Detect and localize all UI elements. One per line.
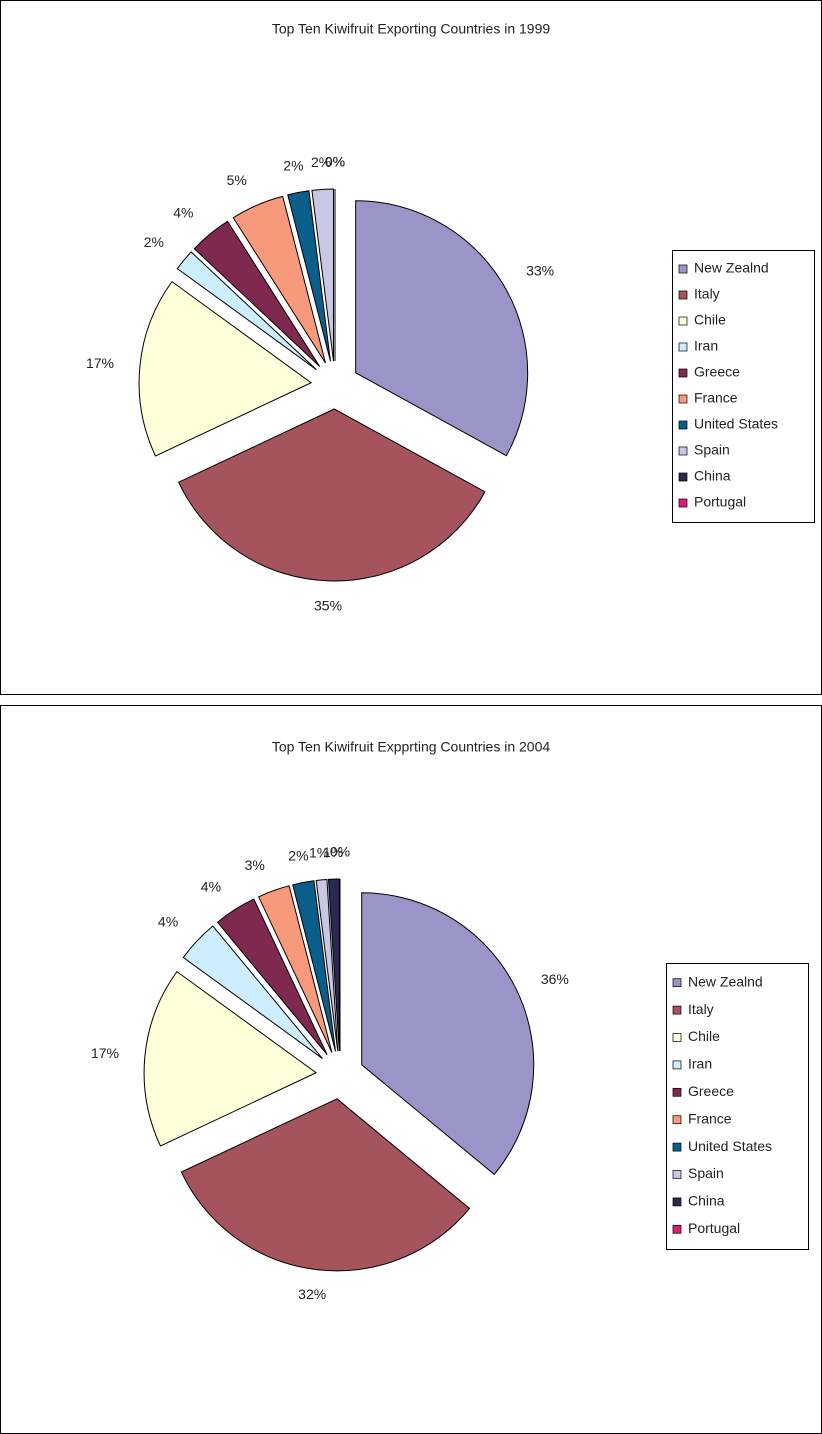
pie-slice [143, 970, 318, 1147]
data-label: 0% [325, 154, 345, 170]
data-label: 2% [311, 154, 331, 170]
legend-label: France [688, 1110, 732, 1126]
pie-slice [287, 190, 331, 362]
legend-label: New Zealnd [694, 260, 769, 276]
legend-box [666, 963, 809, 1250]
legend-label: Chile [694, 312, 726, 328]
legend-swatch [678, 316, 688, 326]
data-label: 17% [91, 1045, 119, 1061]
data-label: 35% [314, 598, 342, 614]
legend-swatch [672, 1033, 682, 1042]
data-label: 36% [541, 971, 569, 987]
pie-slice [311, 188, 334, 362]
legend-swatch [678, 420, 688, 430]
legend-label: Spain [688, 1165, 724, 1181]
pie-slice [292, 880, 336, 1052]
data-label: 4% [158, 914, 178, 930]
legend-swatch [678, 498, 688, 508]
legend-label: Iran [694, 338, 718, 354]
legend-label: United States [694, 416, 778, 432]
data-label: 17% [86, 355, 114, 371]
legend-label: China [688, 1193, 725, 1209]
pie-slice [315, 878, 339, 1052]
legend-label: Portugal [688, 1220, 740, 1236]
legend-label: France [694, 390, 738, 406]
pie-slice [180, 1098, 471, 1272]
legend-label: United States [688, 1138, 772, 1154]
pie-slice [257, 885, 333, 1053]
legend-swatch [672, 1170, 682, 1179]
pie-slice [361, 892, 535, 1176]
data-label: 5% [227, 172, 247, 188]
chart-title: Top Ten Kiwifruit Expprting Countries in… [272, 739, 551, 755]
legend-swatch [672, 1005, 682, 1015]
legend-label: Greece [694, 364, 740, 380]
pie-slice [327, 878, 340, 1052]
data-label: 3% [245, 857, 265, 873]
legend-swatch [678, 394, 688, 404]
legend-swatch [672, 1115, 682, 1125]
data-label: 0% [330, 844, 350, 860]
legend-label: Iran [688, 1056, 712, 1072]
legend-label: Italy [688, 1001, 714, 1017]
pie-slice [177, 408, 486, 582]
legend-swatch [678, 264, 688, 274]
legend-swatch [672, 1197, 682, 1207]
pie-slice [193, 220, 321, 367]
pie-slice [182, 925, 323, 1059]
pie-slice [216, 898, 328, 1056]
data-label: 33% [526, 263, 554, 279]
legend-label: Greece [688, 1083, 734, 1099]
data-label: 2% [283, 158, 303, 174]
data-label: 2% [288, 848, 308, 864]
pie-slice [138, 280, 313, 457]
data-label: 4% [173, 205, 193, 221]
legend-swatch [678, 290, 688, 300]
legend-swatch [678, 368, 688, 378]
legend-swatch [672, 1142, 682, 1152]
data-label: 0% [325, 154, 345, 170]
data-label: 32% [298, 1286, 326, 1302]
legend-swatch [672, 1087, 682, 1097]
legend-label: Chile [688, 1028, 720, 1044]
legend-swatch [678, 446, 688, 456]
legend-box [672, 250, 815, 523]
legend-label: Spain [694, 442, 730, 458]
legend-label: Italy [694, 286, 720, 302]
pie-slice [355, 200, 529, 457]
chart-title: Top Ten Kiwifruit Exporting Countries in… [272, 21, 551, 37]
legend-label: Portugal [694, 494, 746, 510]
legend-swatch [672, 1060, 682, 1070]
legend-swatch [678, 472, 688, 482]
data-label: 1% [323, 844, 343, 860]
legend-label: New Zealnd [688, 973, 763, 989]
pie-slice [232, 195, 326, 364]
data-label: 2% [144, 234, 164, 250]
legend-swatch [678, 342, 688, 352]
data-label: 4% [201, 878, 221, 894]
pie-slice [176, 251, 317, 371]
legend-swatch [672, 978, 682, 988]
data-label: 1% [309, 845, 329, 861]
legend-swatch [672, 1224, 682, 1234]
legend-label: China [694, 468, 731, 484]
